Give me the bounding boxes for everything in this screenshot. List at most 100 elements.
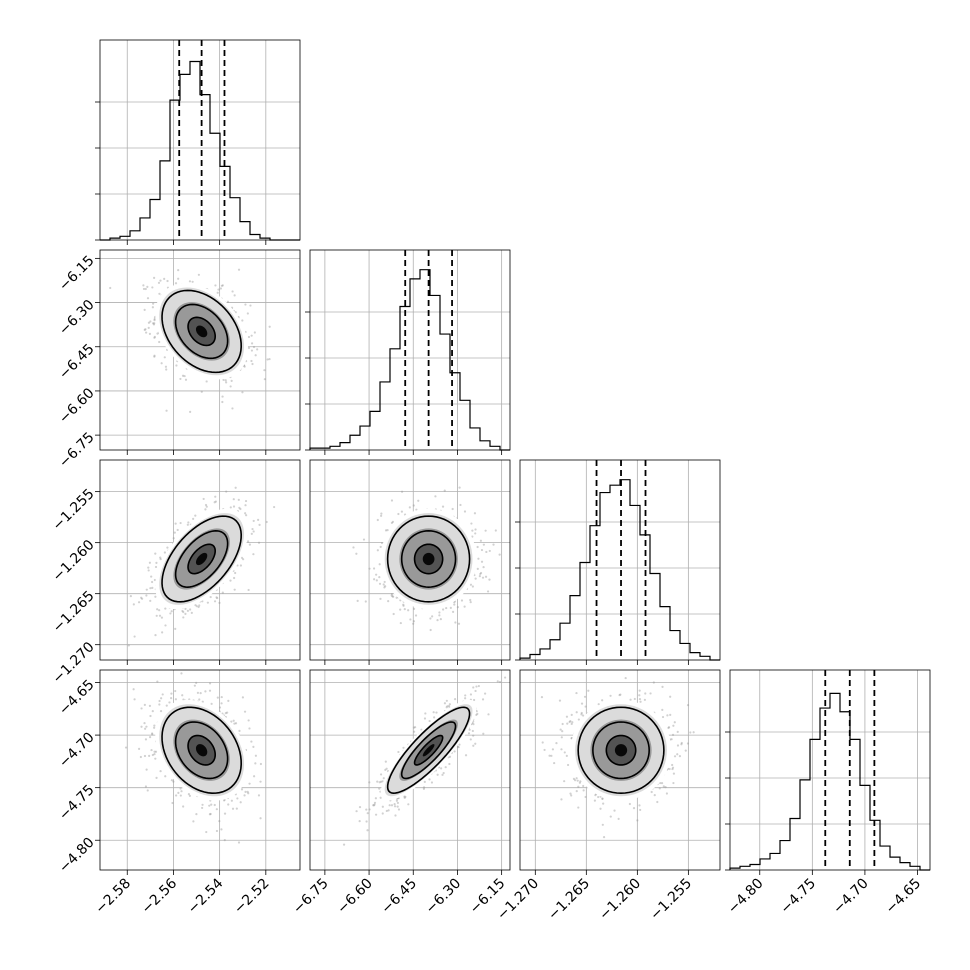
- sample-point: [442, 608, 445, 611]
- sample-point: [403, 607, 406, 611]
- sample-point: [266, 358, 269, 361]
- sample-point: [149, 736, 152, 739]
- sample-point: [166, 279, 169, 283]
- sample-point: [639, 700, 642, 703]
- sample-point: [477, 684, 480, 688]
- sample-point: [248, 543, 252, 546]
- sample-point: [210, 702, 213, 705]
- sample-point: [256, 348, 259, 351]
- sample-point: [392, 595, 395, 598]
- sample-point: [384, 529, 388, 532]
- sample-point: [144, 287, 147, 291]
- sample-point: [443, 702, 447, 705]
- sample-point: [379, 773, 383, 776]
- sample-point: [209, 812, 212, 816]
- sample-point: [230, 379, 233, 382]
- sample-point: [488, 578, 491, 581]
- sample-point: [394, 814, 397, 817]
- sample-point: [233, 588, 236, 591]
- sample-point: [380, 541, 384, 545]
- sample-point: [172, 537, 175, 540]
- sample-point: [386, 528, 389, 532]
- sample-point: [148, 561, 151, 564]
- sample-point: [144, 727, 147, 730]
- sample-point: [155, 776, 158, 779]
- panel-frame: [99, 459, 301, 661]
- sample-point: [365, 808, 368, 811]
- sample-point: [582, 714, 585, 717]
- sample-point: [477, 557, 480, 560]
- panel-contents: [342, 676, 507, 846]
- sample-point: [448, 703, 451, 706]
- sample-point: [365, 820, 368, 823]
- sample-point: [381, 805, 384, 808]
- sample-point: [174, 282, 178, 285]
- sample-point: [189, 608, 192, 611]
- sample-point: [580, 702, 584, 705]
- sample-point: [356, 599, 359, 602]
- sample-point: [593, 799, 597, 802]
- sample-point: [216, 696, 219, 699]
- sample-point: [158, 703, 161, 706]
- sample-point: [157, 281, 161, 284]
- sample-point: [476, 712, 479, 715]
- sample-point: [574, 779, 577, 782]
- sample-point: [652, 681, 655, 684]
- histogram-line: [309, 269, 510, 451]
- sample-point: [204, 508, 207, 511]
- sample-point: [208, 804, 211, 807]
- sample-point: [188, 280, 192, 283]
- sample-point: [184, 378, 188, 381]
- sample-point: [230, 799, 233, 802]
- sample-point: [147, 569, 150, 572]
- sample-point: [439, 618, 442, 621]
- sample-point: [151, 286, 154, 289]
- sample-point: [385, 767, 388, 770]
- sample-point: [399, 621, 402, 625]
- density-peak: [195, 552, 208, 566]
- sample-point: [464, 754, 468, 757]
- sample-point: [543, 748, 546, 752]
- sample-point: [188, 794, 192, 797]
- sample-point: [216, 291, 219, 294]
- sample-point: [254, 754, 257, 757]
- sample-point: [571, 721, 574, 724]
- sample-point: [460, 599, 464, 602]
- sample-point: [143, 328, 146, 331]
- sample-point: [189, 410, 192, 414]
- sample-point: [177, 269, 180, 272]
- sample-point: [254, 762, 257, 765]
- sample-point: [570, 794, 573, 797]
- sample-point: [248, 782, 251, 785]
- sample-point: [144, 738, 148, 741]
- sample-point: [142, 287, 146, 291]
- sample-point: [379, 597, 382, 600]
- sample-point: [671, 766, 675, 769]
- sample-point: [397, 512, 400, 516]
- panel-contents: [540, 670, 695, 839]
- sample-point: [241, 319, 244, 322]
- sample-point: [617, 817, 620, 821]
- sample-point: [198, 698, 201, 701]
- sample-point: [219, 287, 223, 290]
- sample-point: [177, 277, 180, 280]
- sample-point: [372, 567, 376, 570]
- sample-point: [247, 588, 250, 592]
- sample-point: [638, 689, 641, 692]
- sample-point: [234, 722, 238, 725]
- sample-point: [472, 744, 475, 747]
- sample-point: [250, 342, 254, 345]
- sample-point: [352, 546, 355, 549]
- sample-point: [390, 521, 394, 524]
- sample-point: [484, 692, 487, 695]
- sample-point: [484, 529, 487, 532]
- sample-point: [247, 335, 251, 339]
- sample-point: [396, 801, 400, 805]
- sample-point: [366, 829, 369, 832]
- sample-point: [436, 619, 439, 622]
- sample-point: [480, 548, 484, 552]
- contour-line: [161, 515, 243, 603]
- sample-point: [165, 368, 168, 371]
- scatter-panel-4-2: [309, 669, 511, 871]
- sample-point: [414, 614, 418, 617]
